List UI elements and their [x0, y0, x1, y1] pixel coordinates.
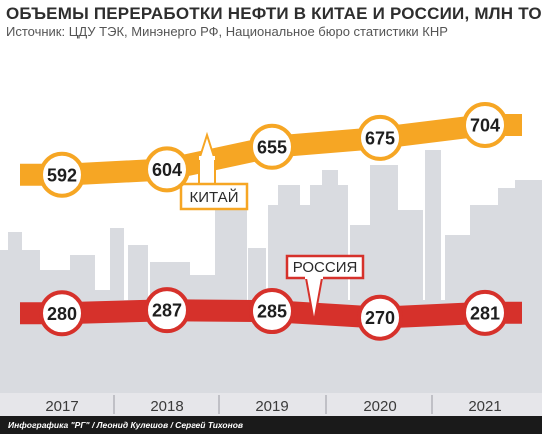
refinery-silhouette-background — [0, 150, 542, 400]
data-point — [39, 151, 85, 198]
credits-bar: Инфографика "РГ" / Леонид Кулешов / Серг… — [0, 416, 542, 434]
data-point — [357, 294, 403, 341]
data-point — [249, 123, 295, 170]
data-point — [39, 290, 85, 337]
data-label: 675 — [365, 128, 395, 148]
data-label: 592 — [47, 165, 77, 185]
data-label: 655 — [257, 137, 287, 157]
data-point — [462, 289, 508, 336]
chart-source: Источник: ЦДУ ТЭК, Минэнерго РФ, Национа… — [6, 24, 448, 39]
china-series-label: КИТАЙ — [190, 188, 239, 206]
russia-callout-joint — [305, 272, 323, 279]
russia-series-label: РОССИЯ — [293, 259, 358, 276]
x-tick-label: 2020 — [363, 398, 396, 415]
silhouette-block — [278, 185, 300, 210]
x-axis: 2017 2018 2019 2020 2021 — [0, 393, 542, 416]
china-callout-box — [179, 182, 249, 211]
data-label: 287 — [152, 301, 182, 321]
china-callout-stem — [199, 156, 215, 184]
data-label: 285 — [257, 302, 287, 322]
x-tick-label: 2018 — [150, 398, 183, 415]
data-point — [144, 146, 190, 193]
data-label: 604 — [152, 160, 182, 180]
x-tick-label: 2017 — [45, 398, 78, 415]
series-callouts: КИТАЙ РОССИЯ — [179, 131, 365, 323]
russia-callout-pointer — [305, 277, 323, 323]
silhouette-block — [8, 232, 22, 252]
silhouette-block — [322, 170, 338, 190]
data-label: 704 — [470, 116, 500, 136]
data-point — [144, 287, 190, 334]
china-callout-pointer — [198, 131, 216, 161]
data-label: 270 — [365, 308, 395, 328]
x-tick-label: 2019 — [255, 398, 288, 415]
data-point — [462, 102, 508, 149]
chart-title: ОБЪЕМЫ ПЕРЕРАБОТКИ НЕФТИ В КИТАЕ И РОССИ… — [6, 4, 542, 23]
data-markers: 592 604 655 675 704 280 287 285 270 281 — [39, 102, 508, 341]
data-label: 281 — [470, 303, 500, 323]
x-axis-band — [0, 393, 542, 416]
x-tick-label: 2021 — [468, 398, 501, 415]
data-point — [357, 114, 403, 161]
data-point — [249, 288, 295, 335]
data-label: 280 — [47, 304, 77, 324]
